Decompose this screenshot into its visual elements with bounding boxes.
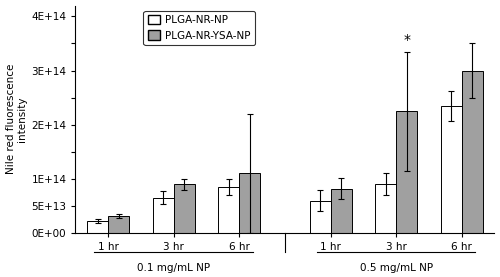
Bar bbox=[330, 189, 351, 233]
Text: 0.1 mg/mL NP: 0.1 mg/mL NP bbox=[137, 263, 210, 273]
Bar bbox=[462, 71, 482, 233]
Bar bbox=[310, 201, 330, 233]
Bar bbox=[376, 184, 396, 233]
Legend: PLGA-NR-NP, PLGA-NR-YSA-NP: PLGA-NR-NP, PLGA-NR-YSA-NP bbox=[144, 11, 255, 45]
Text: 0.5 mg/mL NP: 0.5 mg/mL NP bbox=[360, 263, 433, 273]
Bar bbox=[108, 216, 129, 233]
Bar bbox=[152, 198, 174, 233]
Bar bbox=[87, 221, 108, 233]
Bar bbox=[218, 187, 239, 233]
Y-axis label: Nile red fluorescence
intensity: Nile red fluorescence intensity bbox=[6, 64, 27, 175]
Text: *: * bbox=[403, 33, 410, 47]
Bar bbox=[440, 106, 462, 233]
Bar bbox=[396, 111, 417, 233]
Bar bbox=[239, 173, 260, 233]
Bar bbox=[174, 184, 195, 233]
